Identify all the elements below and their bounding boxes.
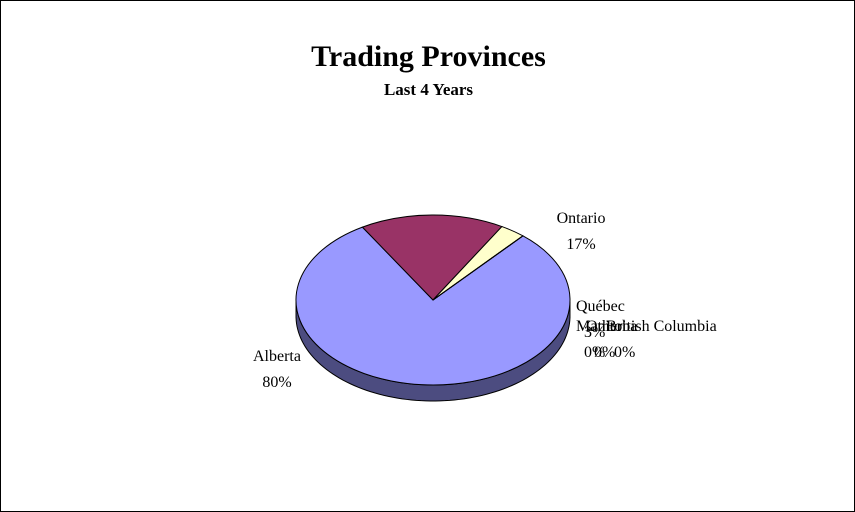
slice-label-ontario: Ontario [557,210,606,227]
slice-label-alberta: Alberta [253,348,301,365]
slice-percent-other: 0% [594,344,615,361]
slice-label-british-columbia: British Columbia [606,318,717,335]
pie-slice-ontario [361,214,503,301]
chart-title: Trading Provinces [311,40,546,73]
chart-subtitle: Last 4 Years [383,80,474,99]
pie-slices [295,214,571,386]
pie-labels: Alberta 80% Ontario 17% Québec 3%Manitoba 0% Ot… [253,210,717,391]
slice-percent-alberta: 80% [262,374,291,391]
pie-slice-british-columbia [432,235,524,301]
slice-percent-ontario: 17% [566,236,595,253]
slice-label-manitoba: Manitoba [576,318,637,335]
slice-percent-manitoba: 0% [584,344,605,361]
slice-percent-qu-bec: 3% [584,324,605,341]
slice-label-qu-bec: Québec [576,298,625,315]
slice-percent-british-columbia: 0% [614,344,635,361]
pie-slice-alberta [295,226,571,386]
slice-label-other: Other [586,318,623,335]
